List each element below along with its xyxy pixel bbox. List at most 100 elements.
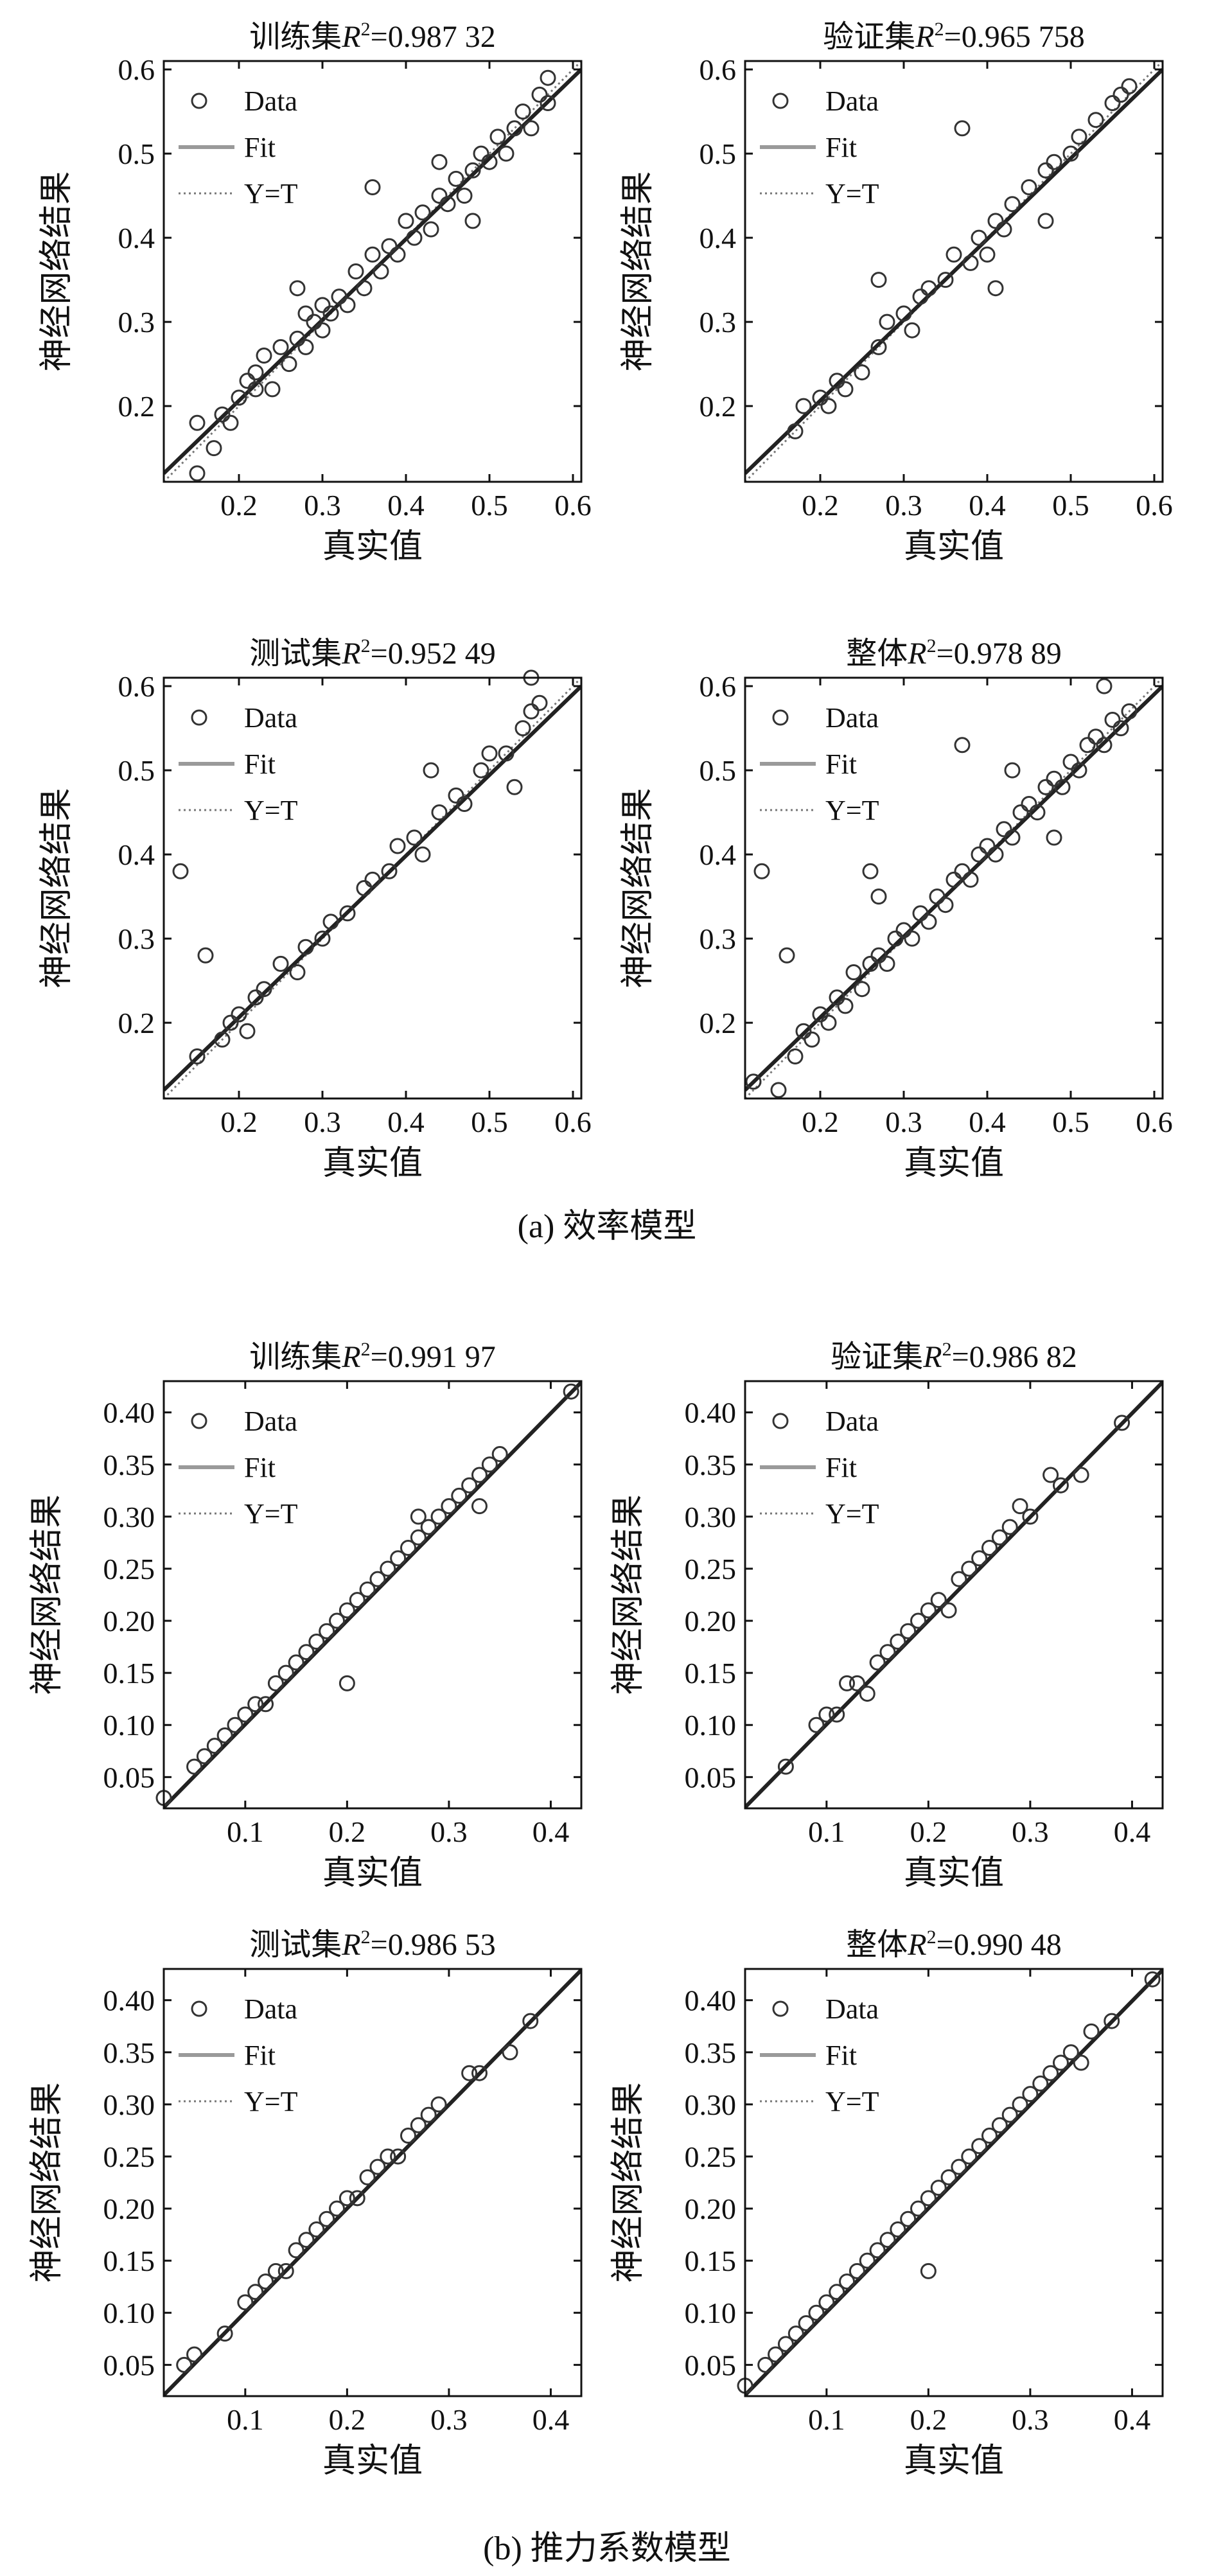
data-point bbox=[423, 221, 439, 238]
legend-data-label: Data bbox=[244, 1406, 297, 1437]
y-tick-label: 0.6 bbox=[118, 670, 155, 703]
data-point bbox=[389, 246, 406, 263]
data-point bbox=[339, 297, 356, 313]
x-tick-label: 0.5 bbox=[471, 1106, 508, 1138]
legend-yt-label: Y=T bbox=[825, 2086, 879, 2117]
legend-fit-label: Fit bbox=[825, 748, 857, 780]
data-point bbox=[247, 1696, 264, 1713]
legend-fit-label: Fit bbox=[825, 2040, 857, 2071]
x-tick-label: 0.2 bbox=[802, 1106, 839, 1138]
data-point bbox=[820, 1014, 837, 1031]
y-tick-label: 0.40 bbox=[103, 1397, 155, 1429]
data-point bbox=[946, 871, 962, 888]
data-point bbox=[1021, 179, 1037, 195]
legend-data-marker bbox=[191, 1413, 207, 1429]
x-tick-label: 0.3 bbox=[430, 2403, 468, 2436]
legend-yt-label: Y=T bbox=[244, 178, 298, 209]
data-point bbox=[289, 964, 306, 980]
data-point bbox=[1046, 154, 1062, 170]
data-point bbox=[256, 348, 272, 364]
x-tick-label: 0.6 bbox=[554, 489, 592, 522]
x-tick-label: 0.2 bbox=[329, 2403, 366, 2436]
axes-frame bbox=[744, 60, 1164, 483]
data-point bbox=[930, 1592, 947, 1609]
data-point bbox=[787, 423, 804, 439]
x-tick-label: 0.4 bbox=[532, 1815, 570, 1848]
x-tick-label: 0.3 bbox=[1012, 2403, 1049, 2436]
y-tick-label: 0.6 bbox=[699, 670, 737, 703]
data-point bbox=[870, 888, 887, 905]
panel-title-value: =0.986 82 bbox=[952, 1340, 1077, 1374]
data-point bbox=[373, 263, 389, 279]
data-point bbox=[981, 2128, 998, 2144]
x-tick-label: 0.4 bbox=[1114, 2403, 1151, 2436]
x-tick-label: 0.3 bbox=[885, 489, 922, 522]
legend-data-label: Data bbox=[825, 702, 879, 734]
y-tick-label: 0.05 bbox=[103, 1761, 155, 1794]
data-point bbox=[900, 2210, 917, 2227]
panel-title-value: =0.990 48 bbox=[937, 1928, 1062, 1962]
data-point bbox=[971, 229, 987, 246]
data-point bbox=[189, 1048, 206, 1064]
y-tick-label: 0.4 bbox=[699, 222, 737, 254]
data-point bbox=[381, 863, 398, 879]
x-tick-label: 0.4 bbox=[969, 489, 1006, 522]
x-axis-label: 真实值 bbox=[322, 1145, 423, 1182]
axes-frame bbox=[163, 1968, 583, 2397]
panel-title-sup: 2 bbox=[361, 1339, 371, 1360]
data-point bbox=[757, 2356, 774, 2373]
data-point bbox=[523, 703, 540, 719]
y-axis-label: 神经网络结果 bbox=[29, 2082, 66, 2282]
data-point bbox=[979, 838, 996, 854]
data-point bbox=[1042, 1467, 1059, 1483]
data-point bbox=[981, 1540, 998, 1557]
data-point bbox=[197, 947, 214, 964]
data-point bbox=[829, 373, 845, 389]
data-point bbox=[356, 280, 373, 297]
y-tick-label: 0.3 bbox=[118, 922, 155, 955]
data-point bbox=[237, 1706, 254, 1723]
scatter-panel: 训练集R2=0.987 32 0.2 0.3 0.4 0.5 0.6 0.2 0.3 0.4 0.… bbox=[39, 19, 592, 565]
x-tick-label: 0.4 bbox=[1114, 1815, 1151, 1848]
data-point bbox=[481, 745, 498, 762]
y-tick-label: 0.05 bbox=[685, 1761, 737, 1794]
legend-data-label: Data bbox=[244, 85, 297, 117]
data-point bbox=[1032, 2075, 1049, 2092]
data-point bbox=[258, 1696, 274, 1713]
data-point bbox=[515, 103, 531, 120]
data-point bbox=[314, 297, 331, 313]
data-point bbox=[1012, 1498, 1028, 1515]
x-tick-label: 0.4 bbox=[969, 1106, 1006, 1138]
x-tick-label: 0.5 bbox=[471, 489, 508, 522]
data-point bbox=[798, 2315, 814, 2331]
legend-yt-label: Y=T bbox=[244, 795, 298, 826]
data-point bbox=[216, 2325, 233, 2342]
caption-b: (b) 推力系数模型 bbox=[483, 2530, 731, 2567]
y-tick-label: 0.35 bbox=[685, 2036, 737, 2069]
data-point bbox=[904, 322, 920, 339]
data-point bbox=[991, 2117, 1008, 2133]
data-point bbox=[239, 1023, 256, 1039]
data-point bbox=[431, 188, 448, 204]
data-point bbox=[779, 947, 795, 964]
data-point bbox=[306, 313, 322, 330]
data-point bbox=[1073, 2054, 1089, 2071]
data-point bbox=[390, 1550, 407, 1567]
data-point bbox=[247, 989, 264, 1006]
legend-data-label: Data bbox=[825, 1406, 879, 1437]
data-point bbox=[308, 2221, 325, 2237]
y-tick-label: 0.6 bbox=[699, 53, 737, 86]
x-tick-label: 0.2 bbox=[329, 1815, 366, 1848]
data-point bbox=[515, 720, 531, 737]
data-point bbox=[398, 213, 414, 229]
data-point bbox=[1037, 213, 1054, 229]
panel-title: 训练集R2=0.987 32 bbox=[249, 19, 495, 54]
data-point bbox=[347, 263, 364, 279]
y-tick-label: 0.2 bbox=[699, 390, 737, 423]
data-point bbox=[331, 288, 347, 305]
data-point bbox=[231, 1006, 247, 1023]
data-point bbox=[1001, 2106, 1018, 2123]
data-point bbox=[1052, 1477, 1069, 1494]
legend-fit-label: Fit bbox=[244, 1452, 276, 1483]
